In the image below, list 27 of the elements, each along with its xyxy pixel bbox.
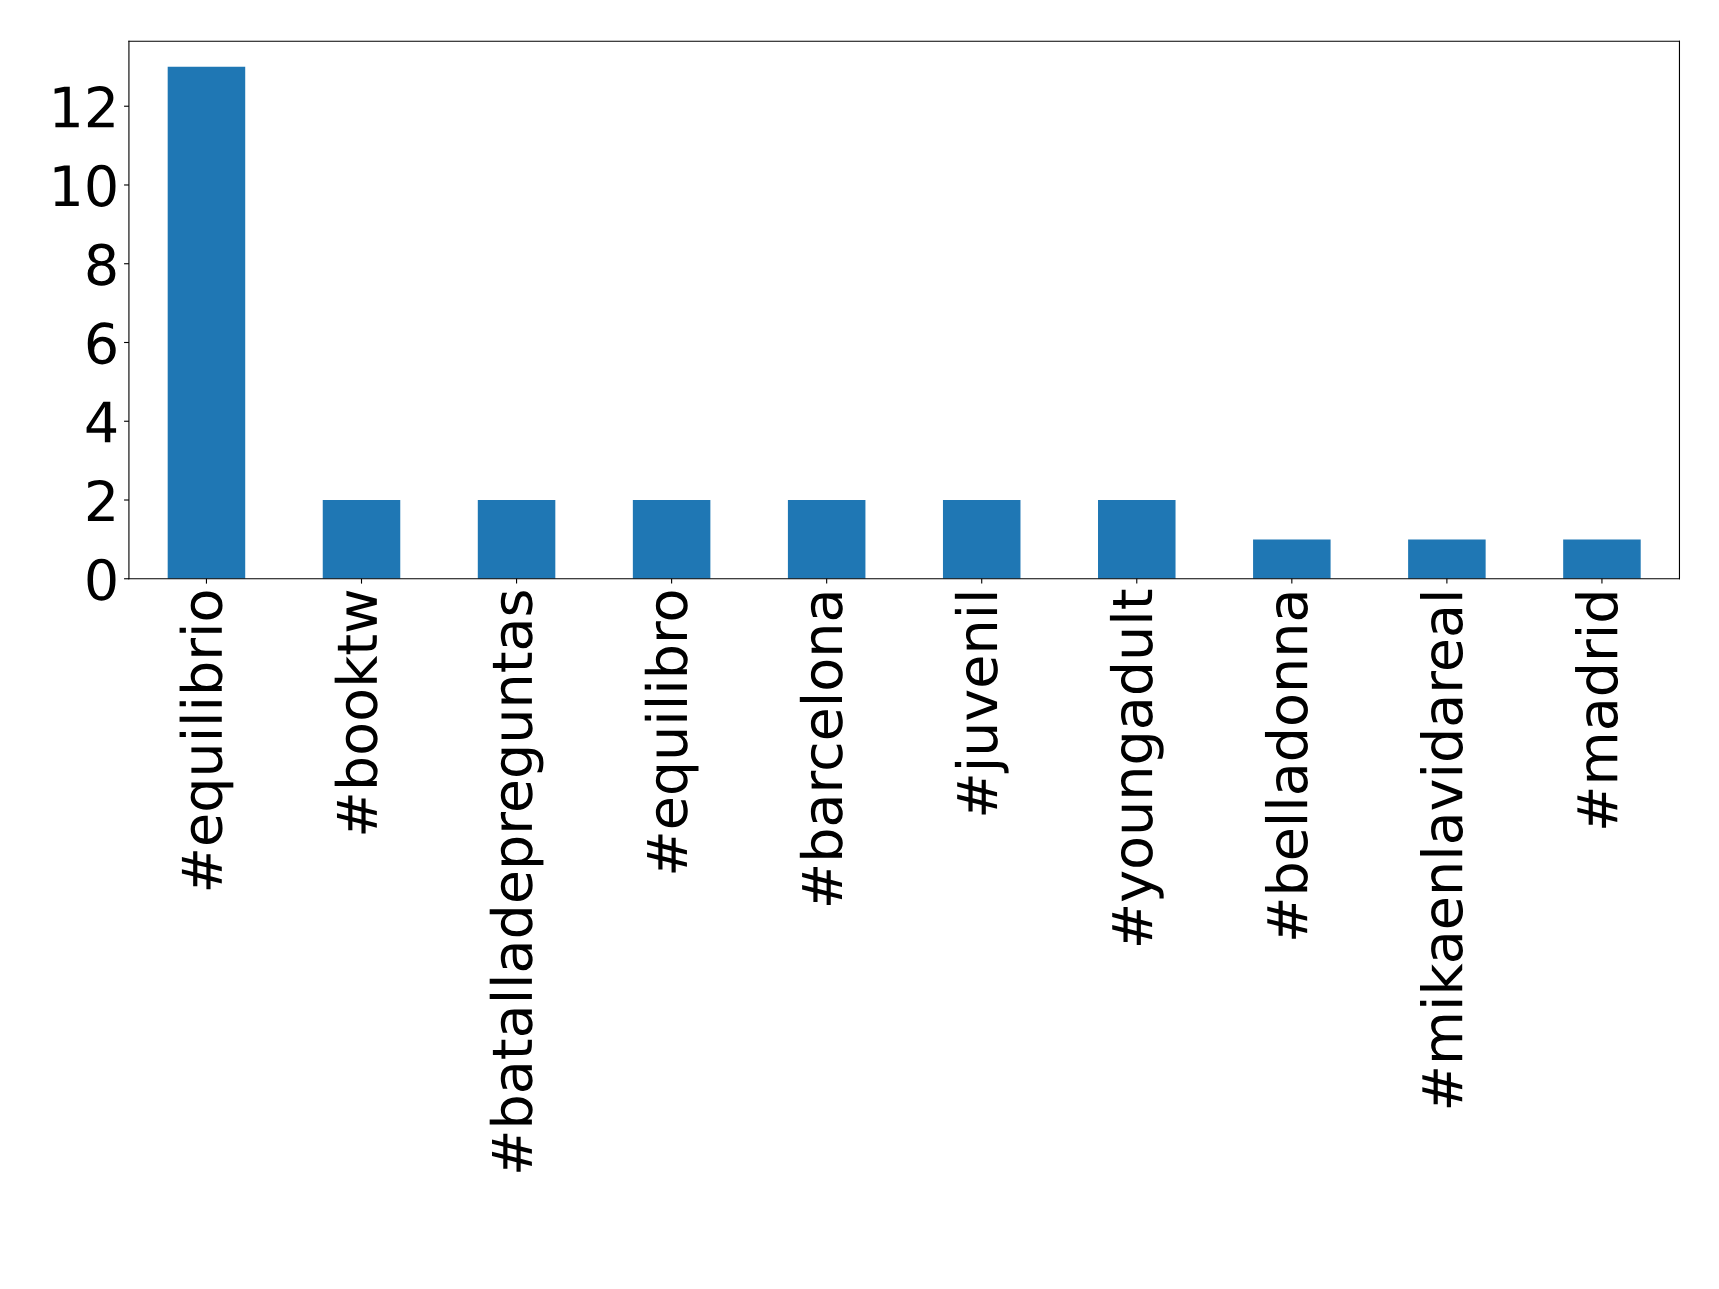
y-tick-label: 2	[87, 479, 114, 522]
y-tick-label: 10	[54, 164, 116, 207]
y-tick-label: 0	[87, 558, 116, 601]
bar	[632, 500, 711, 579]
y-tick-label: 8	[87, 243, 116, 286]
x-tick-label: #booktw	[334, 590, 378, 834]
x-tick-label: #equilibro	[644, 591, 699, 873]
x-tick-label: #equilibrio	[179, 591, 234, 890]
bar	[1408, 539, 1486, 579]
x-tick-label: #mikaenlavidareal	[1420, 593, 1463, 1108]
bar	[167, 66, 246, 579]
x-tick-label: #batalladepreguntas	[489, 591, 544, 1172]
x-tick-label: #juvenil	[954, 593, 1009, 815]
bar	[477, 500, 556, 579]
bar	[787, 500, 866, 579]
y-tick-label: 4	[86, 401, 117, 443]
x-tick-label: #youngadult	[1109, 589, 1164, 946]
bar	[1098, 500, 1176, 579]
y-tick-label: 6	[87, 322, 116, 365]
x-tick-label: #belladonna	[1264, 593, 1308, 939]
y-tick-label: 12	[54, 86, 114, 128]
bar	[942, 500, 1021, 579]
bar	[1253, 539, 1331, 579]
x-tick-label: #madrid	[1575, 593, 1619, 828]
bar	[322, 500, 401, 579]
x-tick-label: #barcelona	[799, 593, 843, 906]
bar	[1563, 539, 1641, 579]
